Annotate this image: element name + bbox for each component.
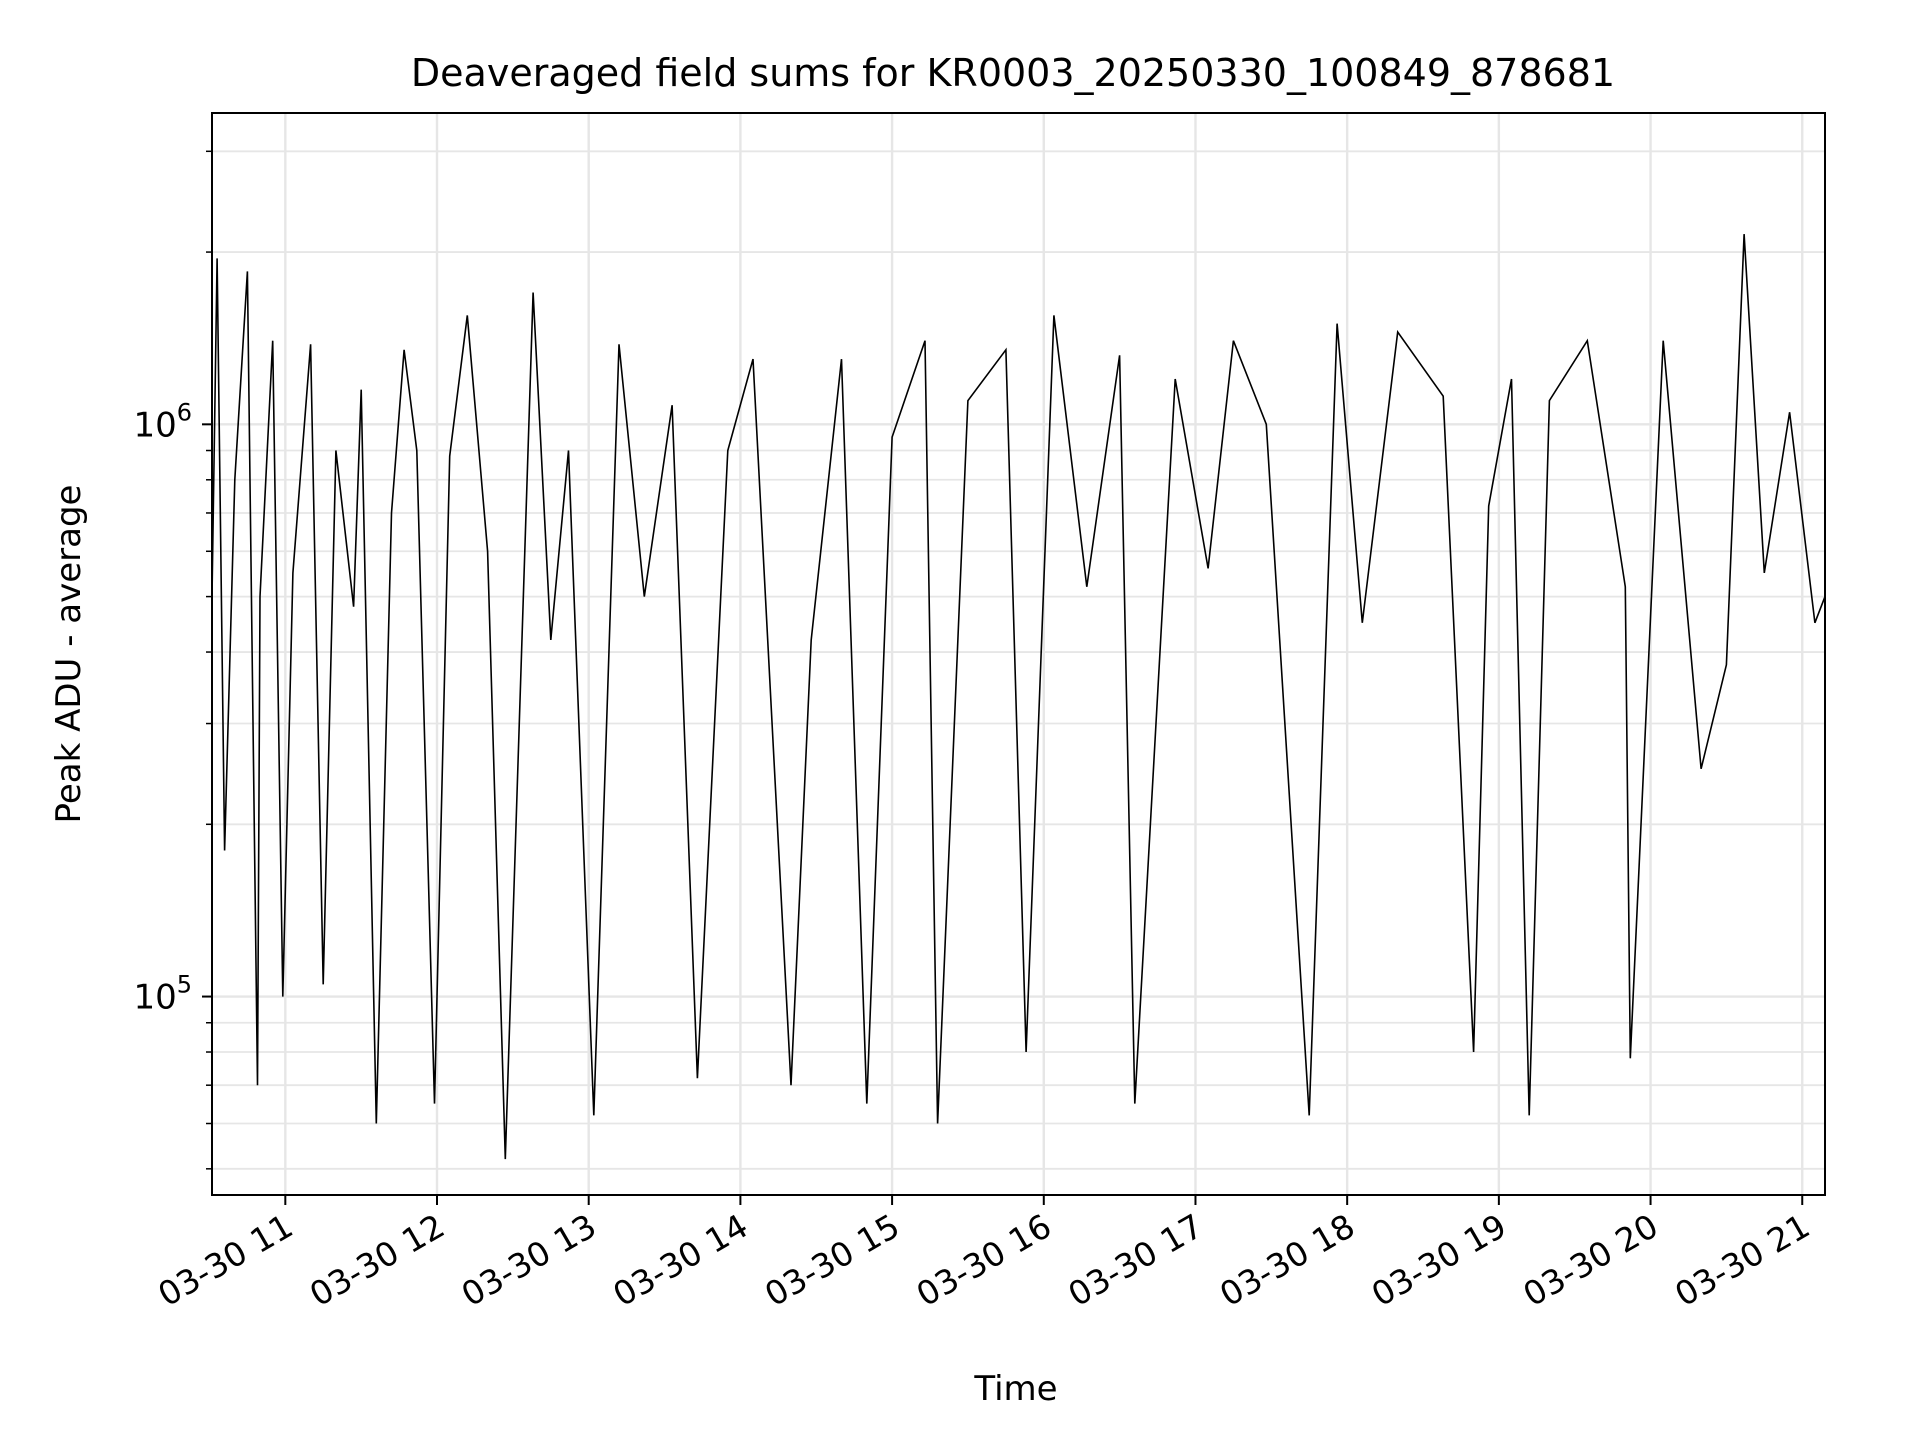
series-layer bbox=[211, 234, 1826, 1160]
series-line-0 bbox=[211, 234, 1826, 1160]
grid-lines bbox=[212, 113, 1825, 1195]
plot-frame bbox=[211, 112, 1826, 1196]
chart-title: Deaveraged field sums for KR0003_2025033… bbox=[411, 51, 1615, 95]
y-axis-label: Peak ADU - average bbox=[49, 485, 89, 824]
y-tick-label: 105 bbox=[133, 971, 192, 1018]
x-axis-label: Time bbox=[973, 1369, 1057, 1409]
y-tick-label: 106 bbox=[133, 398, 192, 445]
